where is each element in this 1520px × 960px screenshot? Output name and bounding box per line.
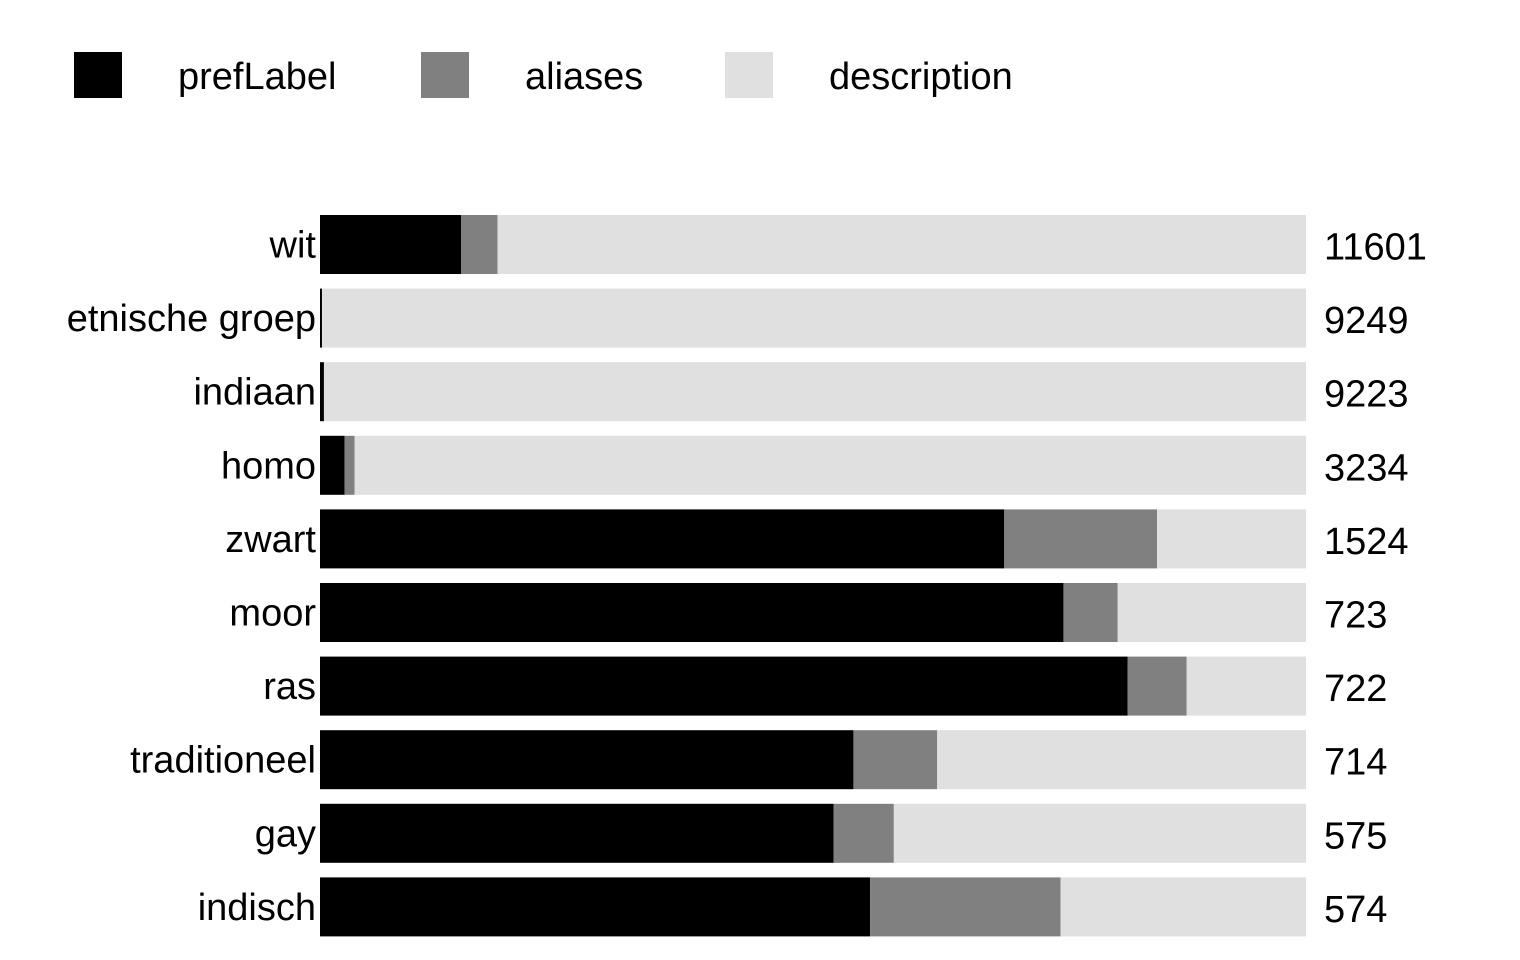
total-label-wit: 11601 <box>1324 227 1427 269</box>
bar-traditioneel-aliases <box>853 730 938 790</box>
bar-zwart-preflabel <box>320 509 1005 569</box>
bar-indisch-description <box>1060 877 1306 937</box>
total-label-ras: 722 <box>1324 668 1387 710</box>
bar-homo-aliases <box>344 435 355 495</box>
bar-gay-preflabel <box>320 803 834 863</box>
bar-wit-aliases <box>460 215 498 274</box>
total-label-zwart: 1524 <box>1324 521 1409 563</box>
bar-indiaan-preflabel <box>320 362 324 422</box>
bar-indiaan-description <box>323 362 1307 422</box>
legend-label-preflabel: prefLabel <box>178 56 337 98</box>
bar-moor-aliases <box>1063 583 1118 642</box>
total-label-traditioneel: 714 <box>1324 742 1387 784</box>
total-label-gay: 575 <box>1324 815 1387 857</box>
bar-homo-description <box>354 435 1306 495</box>
bar-etnische-groep-description <box>321 288 1306 348</box>
category-label-wit: wit <box>269 225 317 267</box>
category-label-indiaan: indiaan <box>193 372 316 414</box>
category-label-indisch: indisch <box>198 887 316 929</box>
bar-homo-preflabel <box>320 435 345 495</box>
legend-swatch-preflabel <box>74 52 122 98</box>
total-label-etnische-groep: 9249 <box>1324 300 1409 342</box>
bar-traditioneel-description <box>937 730 1306 790</box>
bar-wit-preflabel <box>320 215 461 274</box>
bar-wit-description <box>497 215 1307 274</box>
bar-moor-description <box>1117 583 1306 642</box>
category-label-traditioneel: traditioneel <box>130 740 316 782</box>
category-label-gay: gay <box>255 813 316 855</box>
total-label-homo: 3234 <box>1324 447 1409 489</box>
total-label-indiaan: 9223 <box>1324 374 1409 416</box>
bar-zwart-description <box>1157 509 1306 569</box>
category-label-ras: ras <box>263 666 316 708</box>
bar-ras-aliases <box>1127 656 1187 716</box>
total-label-moor: 723 <box>1324 595 1387 637</box>
bar-zwart-aliases <box>1004 509 1158 569</box>
bar-ras-description <box>1186 656 1306 716</box>
category-label-homo: homo <box>221 445 316 487</box>
legend-label-aliases: aliases <box>525 56 644 98</box>
bar-gay-description <box>893 803 1306 863</box>
category-label-zwart: zwart <box>225 519 316 561</box>
bar-ras-preflabel <box>320 656 1128 716</box>
bar-indisch-aliases <box>870 877 1061 937</box>
legend-swatch-description <box>725 52 773 98</box>
bar-moor-preflabel <box>320 583 1064 642</box>
bar-traditioneel-preflabel <box>320 730 854 790</box>
category-label-moor: moor <box>229 593 316 635</box>
bar-gay-aliases <box>833 803 894 863</box>
legend-label-description: description <box>829 56 1013 98</box>
total-label-indisch: 574 <box>1324 889 1387 931</box>
bar-etnische-groep-preflabel <box>320 288 322 348</box>
bar-indisch-preflabel <box>320 877 871 937</box>
legend-swatch-aliases <box>421 52 469 98</box>
category-label-etnische-groep: etnische groep <box>67 298 316 340</box>
